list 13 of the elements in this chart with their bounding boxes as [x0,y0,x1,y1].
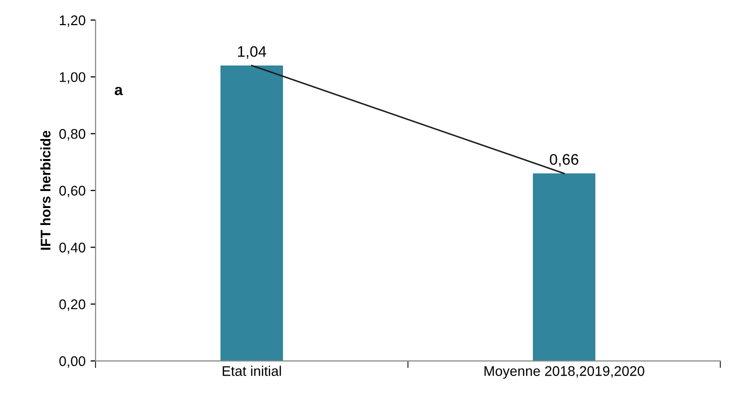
y-tick-label: 1,00 [60,72,86,84]
x-tick-label: Moyenne 2018,2019,2020 [484,366,644,379]
y-tick-label: 0,20 [59,299,86,311]
y-tick-label: 0,80 [59,129,86,140]
y-tick-label: 0,00 [59,356,86,368]
annotation: a [114,86,123,96]
y-axis-title: IFT hors herbicide [40,130,50,250]
y-tick-label: 1,20 [60,15,86,27]
data-label: 1,04 [238,46,266,59]
y-tick-label: 0,40 [59,242,86,254]
x-tick-label: Etat initial [222,366,281,376]
data-label: 0,66 [550,154,578,167]
y-tick-label: 0,60 [59,186,86,198]
